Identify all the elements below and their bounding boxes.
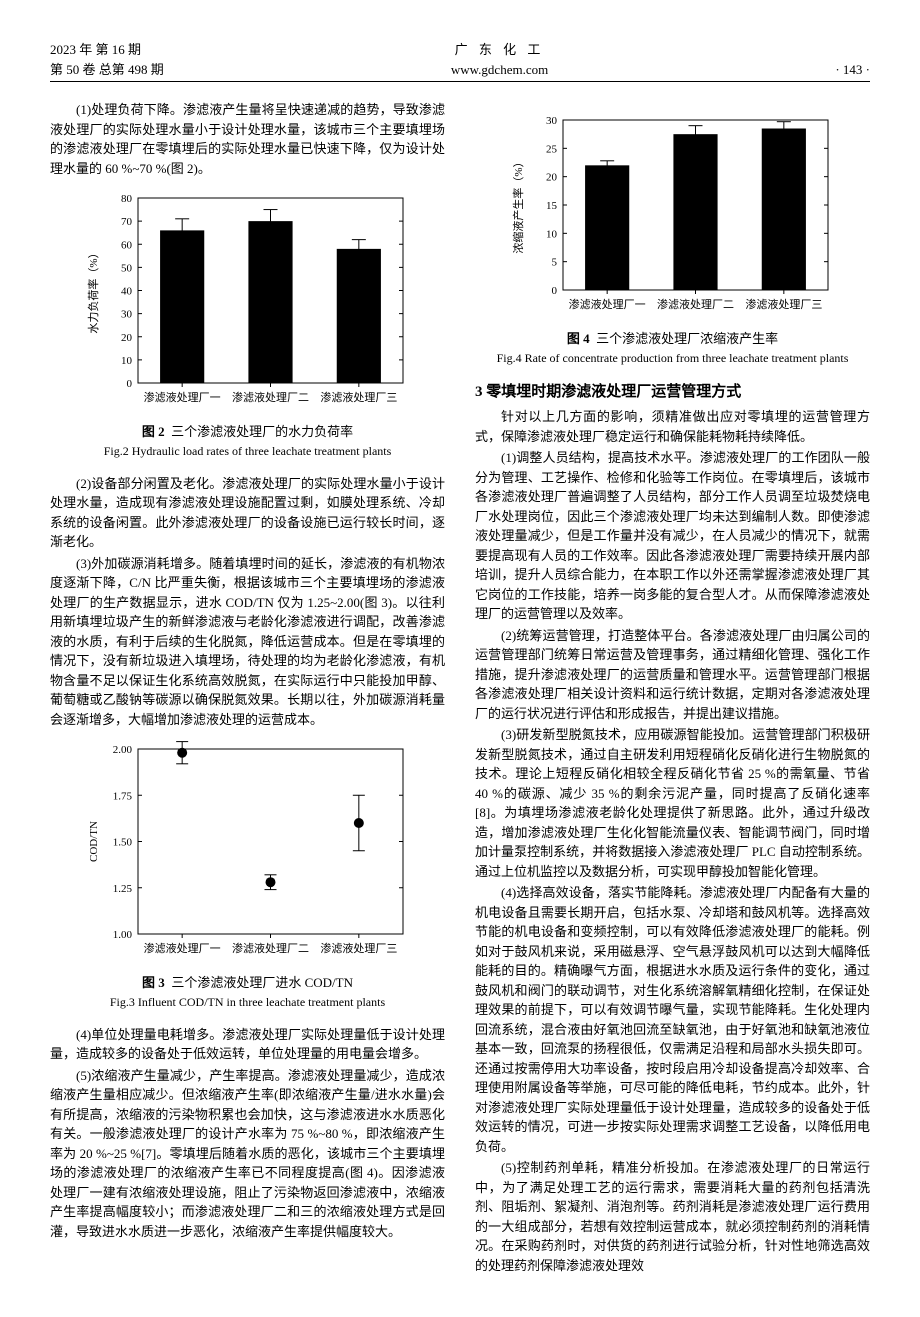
svg-text:渗滤液处理厂一: 渗滤液处理厂一 [143,390,220,404]
page-header: 2023 年 第 16 期 第 50 卷 总第 498 期 广 东 化 工 ww… [50,40,870,82]
svg-text:渗滤液处理厂三: 渗滤液处理厂三 [745,297,822,311]
svg-text:25: 25 [546,143,558,155]
svg-text:50: 50 [121,262,133,274]
svg-text:渗滤液处理厂一: 渗滤液处理厂一 [568,297,645,311]
fig4-chart: 0 5 10 15 20 25 30 浓缩液产生率（%） 渗滤液处理厂一渗滤液处理厂二渗滤液处理… [508,110,838,325]
para-3: (3)外加碳源消耗增多。随着填埋时间的延长，渗滤液的有机物浓度逐渐下降，C/N … [50,554,445,730]
svg-text:1.75: 1.75 [112,790,132,802]
figure-2: 0 10 20 30 40 50 60 70 80 水力负荷率（%） 渗滤液处理厂一渗滤液处理厂二渗… [50,188,445,460]
svg-text:70: 70 [121,216,133,228]
para-1: (1)处理负荷下降。渗滤液产生量将呈快速递减的趋势，导致渗滤液处理厂的实际处理水… [50,100,445,178]
svg-text:1.25: 1.25 [112,883,132,895]
fig4-caption-zh: 图 4 三个渗滤液处理厂浓缩液产生率 [475,329,870,349]
para-5: (5)浓缩液产生量减少，产生率提高。渗滤液处理量减少，造成浓缩液产生量相应减少。… [50,1066,445,1242]
fig2-caption-en: Fig.2 Hydraulic load rates of three leac… [50,442,445,460]
svg-text:5: 5 [551,257,557,269]
volume: 第 50 卷 总第 498 期 [50,60,164,80]
para-2: (2)设备部分闲置及老化。渗滤液处理厂的实际处理水量小于设计处理水量，造成现有渗… [50,474,445,552]
journal-title: 广 东 化 工 [451,40,548,60]
svg-text:40: 40 [121,286,133,298]
svg-text:20: 20 [121,332,133,344]
r-para-3: (3)研发新型脱氮技术，应用碳源智能投加。运营管理部门积极研发新型脱氮技术，通过… [475,725,870,881]
fig2-chart: 0 10 20 30 40 50 60 70 80 水力负荷率（%） 渗滤液处理厂一渗滤液处理厂二渗… [83,188,413,418]
right-column: 0 5 10 15 20 25 30 浓缩液产生率（%） 渗滤液处理厂一渗滤液处理厂二渗滤液处理… [475,100,870,1277]
svg-text:30: 30 [546,115,558,127]
journal-url: www.gdchem.com [451,60,548,80]
left-column: (1)处理负荷下降。渗滤液产生量将呈快速递减的趋势，导致渗滤液处理厂的实际处理水… [50,100,445,1277]
figure-3: 1.00 1.25 1.50 1.75 2.00 COD/TN 渗滤液处理厂一渗滤液处理厂二… [50,739,445,1011]
svg-text:1.50: 1.50 [112,837,132,849]
year-issue: 2023 年 第 16 期 [50,40,164,60]
svg-text:渗滤液处理厂二: 渗滤液处理厂二 [657,297,734,311]
svg-text:20: 20 [546,172,558,184]
svg-text:1.00: 1.00 [112,929,132,941]
para-4: (4)单位处理量电耗增多。渗滤液处理厂实际处理量低于设计处理量，造成较多的设备处… [50,1025,445,1064]
section-3-heading: 3 零填埋时期渗滤液处理厂运营管理方式 [475,381,870,404]
svg-text:10: 10 [121,355,133,367]
fig3-chart: 1.00 1.25 1.50 1.75 2.00 COD/TN 渗滤液处理厂一渗滤液处理厂二… [83,739,413,969]
fig3-caption-en: Fig.3 Influent COD/TN in three leachate … [50,993,445,1011]
svg-text:30: 30 [121,309,133,321]
page-number: · 143 · [835,60,870,80]
svg-text:渗滤液处理厂三: 渗滤液处理厂三 [320,941,397,955]
figure-4: 0 5 10 15 20 25 30 浓缩液产生率（%） 渗滤液处理厂一渗滤液处理厂二渗滤液处理… [475,110,870,367]
fig3-caption-zh: 图 3 三个渗滤液处理厂进水 COD/TN [50,973,445,993]
svg-text:渗滤液处理厂二: 渗滤液处理厂二 [232,390,309,404]
r-para-0: 针对以上几方面的影响，须精准做出应对零填埋的运营管理方式，保障渗滤液处理厂稳定运… [475,407,870,446]
svg-text:渗滤液处理厂一: 渗滤液处理厂一 [143,941,220,955]
svg-text:水力负荷率（%）: 水力负荷率（%） [86,247,100,333]
fig4-caption-en: Fig.4 Rate of concentrate production fro… [475,349,870,367]
svg-text:COD/TN: COD/TN [88,821,100,862]
r-para-2: (2)统筹运营管理，打造整体平台。各渗滤液处理厂由归属公司的运营管理部门统筹日常… [475,626,870,724]
r-para-1: (1)调整人员结构，提高技术水平。渗滤液处理厂的工作团队一般分为管理、工艺操作、… [475,448,870,624]
r-para-5: (5)控制药剂单耗，精准分析投加。在渗滤液处理厂的日常运行中，为了满足处理工艺的… [475,1158,870,1275]
svg-text:0: 0 [551,285,557,297]
svg-text:10: 10 [546,228,558,240]
svg-text:渗滤液处理厂三: 渗滤液处理厂三 [320,390,397,404]
svg-text:60: 60 [121,239,133,251]
fig2-caption-zh: 图 2 三个渗滤液处理厂的水力负荷率 [50,422,445,442]
r-para-4: (4)选择高效设备，落实节能降耗。渗滤液处理厂内配备有大量的机电设备且需要长期开… [475,883,870,1156]
svg-text:15: 15 [546,200,558,212]
svg-text:渗滤液处理厂二: 渗滤液处理厂二 [232,941,309,955]
svg-text:0: 0 [126,378,132,390]
two-column-layout: (1)处理负荷下降。渗滤液产生量将呈快速递减的趋势，导致渗滤液处理厂的实际处理水… [50,100,870,1277]
svg-text:浓缩液产生率（%）: 浓缩液产生率（%） [511,156,525,253]
svg-text:80: 80 [121,193,133,205]
svg-text:2.00: 2.00 [112,744,132,756]
